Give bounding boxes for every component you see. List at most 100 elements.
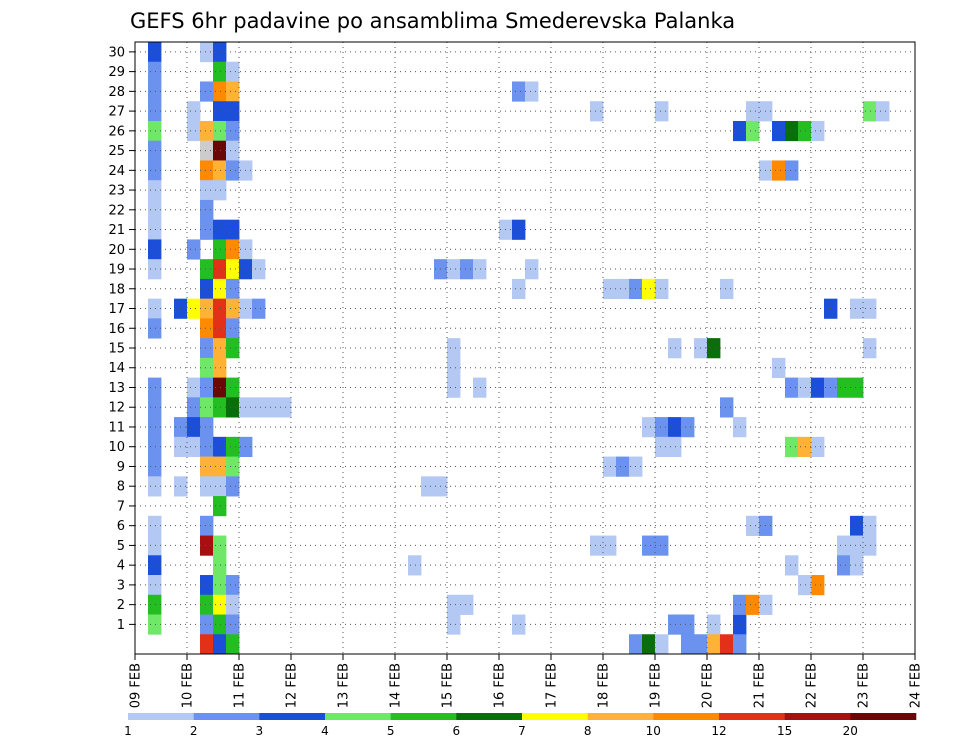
y-tick-label: 24 xyxy=(108,164,125,179)
heatmap-cell xyxy=(187,120,201,142)
x-tick-label: 10 FEB xyxy=(181,663,196,708)
x-tick-label: 11 FEB xyxy=(233,663,248,708)
heatmap-cell xyxy=(811,436,825,457)
heatmap-cell xyxy=(213,456,227,477)
heatmap-cell xyxy=(213,575,227,596)
heatmap-cell xyxy=(200,535,214,556)
heatmap-cell xyxy=(629,634,643,655)
heatmap-cell xyxy=(590,535,604,556)
heatmap-cell xyxy=(226,476,240,497)
x-tick-label: 24 FEB xyxy=(909,663,924,708)
heatmap-cell xyxy=(265,397,279,418)
heatmap-cell xyxy=(746,120,760,142)
heatmap-cell xyxy=(226,239,240,260)
heatmap-cell xyxy=(798,120,812,142)
x-tick-label: 18 FEB xyxy=(597,663,612,708)
heatmap-cell xyxy=(720,397,734,418)
y-tick-label: 28 xyxy=(108,85,125,100)
legend-label: 4 xyxy=(321,724,329,738)
heatmap-cell xyxy=(798,575,812,596)
heatmap-cell xyxy=(642,417,656,438)
heatmap-cell xyxy=(252,298,266,319)
heatmap-cell xyxy=(655,101,669,122)
heatmap-cell xyxy=(200,140,214,161)
heatmap-cell xyxy=(148,160,162,181)
heatmap-cell xyxy=(226,259,240,280)
heatmap-cell xyxy=(733,634,747,655)
heatmap-cell xyxy=(694,634,708,655)
heatmap-cell xyxy=(447,614,461,635)
heatmap-cell xyxy=(148,575,162,596)
heatmap-cell xyxy=(772,120,786,142)
heatmap-cell xyxy=(148,476,162,497)
heatmap-cell xyxy=(616,278,630,300)
heatmap-cell xyxy=(785,120,799,142)
legend-swatch xyxy=(784,713,851,720)
heatmap-cell xyxy=(421,476,435,497)
legend-swatch xyxy=(259,713,326,720)
heatmap-cell xyxy=(512,614,526,635)
y-tick-label: 29 xyxy=(108,65,125,80)
heatmap-cell xyxy=(850,515,864,536)
heatmap-cell xyxy=(148,594,162,615)
heatmap-cell xyxy=(148,101,162,122)
heatmap-cell xyxy=(148,219,162,240)
heatmap-cell xyxy=(837,535,851,556)
heatmap-cell xyxy=(213,377,227,398)
y-tick-label: 7 xyxy=(117,499,125,514)
heatmap-cell xyxy=(733,594,747,615)
heatmap-cell xyxy=(148,397,162,418)
heatmap-cell xyxy=(785,555,799,576)
heatmap-cell xyxy=(200,594,214,615)
heatmap-cell xyxy=(603,278,617,300)
heatmap-cell xyxy=(187,436,201,457)
heatmap-cell xyxy=(200,397,214,418)
heatmap-cell xyxy=(681,614,695,635)
heatmap-cell xyxy=(642,278,656,300)
heatmap-cell xyxy=(200,456,214,477)
heatmap-cell xyxy=(226,436,240,457)
heatmap-cell xyxy=(148,259,162,280)
heatmap-cell xyxy=(148,239,162,260)
heatmap-cell xyxy=(213,476,227,497)
heatmap-cell xyxy=(408,555,422,576)
heatmap-cell xyxy=(447,357,461,379)
heatmap-cell xyxy=(200,259,214,280)
heatmap-cell xyxy=(213,120,227,142)
heatmap-cell xyxy=(603,535,617,556)
heatmap-cell xyxy=(850,535,864,556)
heatmap-cell xyxy=(876,101,890,122)
heatmap-cell xyxy=(252,259,266,280)
heatmap-cell xyxy=(525,81,539,102)
heatmap-cell xyxy=(200,357,214,379)
heatmap-cell xyxy=(226,338,240,359)
heatmap-cell xyxy=(200,278,214,300)
heatmap-cell xyxy=(148,199,162,221)
heatmap-cell xyxy=(200,199,214,221)
heatmap-cell xyxy=(200,377,214,398)
heatmap-cell xyxy=(148,318,162,339)
y-tick-label: 21 xyxy=(108,223,125,238)
dotted-grid xyxy=(135,42,915,654)
heatmap-cell xyxy=(655,278,669,300)
legend-label: 2 xyxy=(190,724,198,738)
y-tick-label: 13 xyxy=(108,381,125,396)
heatmap-cell xyxy=(863,338,877,359)
heatmap-cell xyxy=(278,397,292,418)
heatmap-cell xyxy=(733,120,747,142)
heatmap-cell xyxy=(447,377,461,398)
heatmap-cell xyxy=(187,298,201,319)
heatmap-cell xyxy=(148,515,162,536)
y-tick-label: 25 xyxy=(108,144,125,159)
heatmap-cell xyxy=(668,436,682,457)
legend-label: 5 xyxy=(387,724,395,738)
heatmap-cell xyxy=(655,436,669,457)
y-tick-label: 23 xyxy=(108,184,125,199)
heatmap-cell xyxy=(447,259,461,280)
heatmap-cell xyxy=(200,614,214,635)
heatmap-cell xyxy=(187,239,201,260)
heatmap-cell xyxy=(837,555,851,576)
heatmap-cell xyxy=(148,298,162,319)
heatmap-cell xyxy=(863,298,877,319)
